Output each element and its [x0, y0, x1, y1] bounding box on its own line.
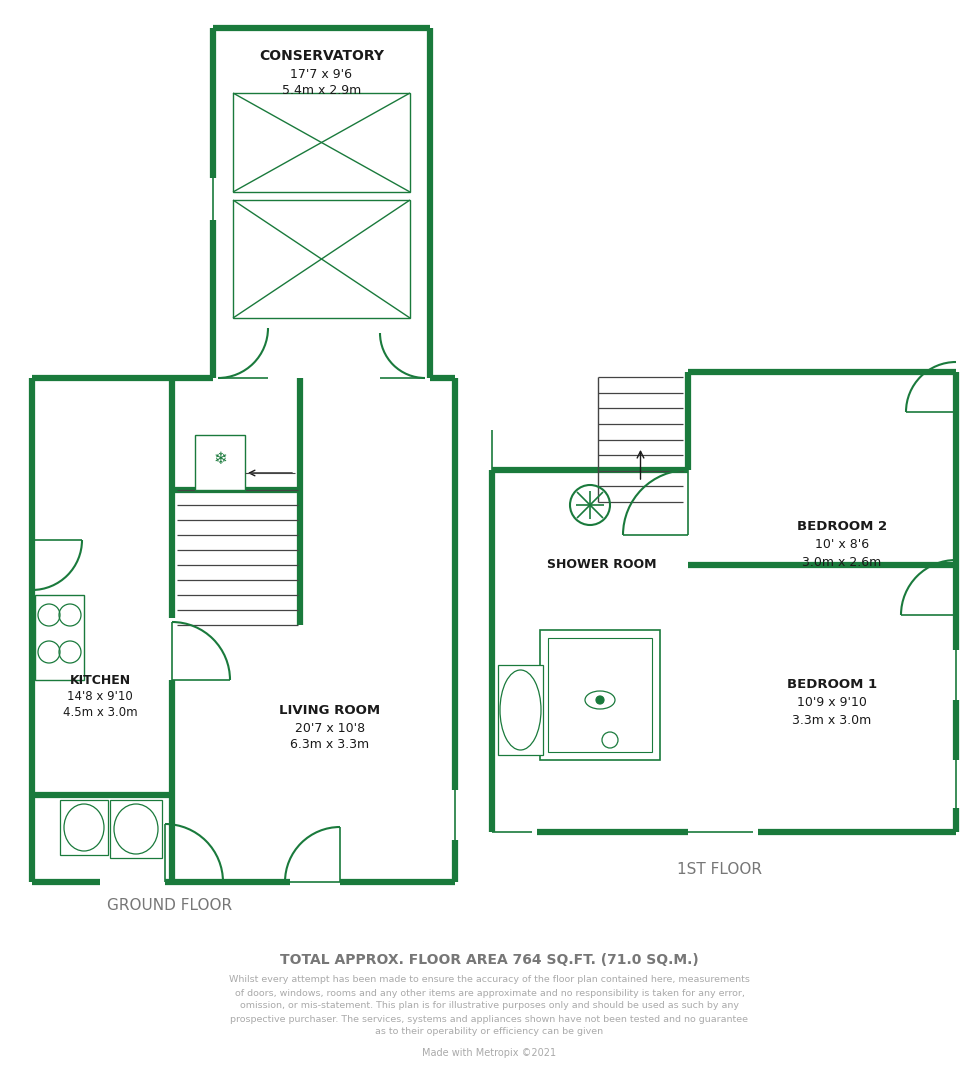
Text: ❄: ❄: [213, 450, 227, 469]
Text: omission, or mis-statement. This plan is for illustrative purposes only and shou: omission, or mis-statement. This plan is…: [240, 1001, 738, 1011]
Text: BEDROOM 1: BEDROOM 1: [786, 678, 876, 691]
Circle shape: [596, 696, 603, 704]
Bar: [60, 800, 108, 855]
Bar: [195, 435, 244, 490]
Bar: [498, 665, 543, 755]
Text: 3.3m x 3.0m: 3.3m x 3.0m: [791, 714, 870, 727]
Text: GROUND FLOOR: GROUND FLOOR: [108, 897, 233, 913]
Text: 6.3m x 3.3m: 6.3m x 3.3m: [290, 739, 369, 752]
Text: 17'7 x 9'6: 17'7 x 9'6: [290, 67, 352, 81]
Text: 10'9 x 9'10: 10'9 x 9'10: [796, 697, 867, 710]
Text: 3.0m x 2.6m: 3.0m x 2.6m: [802, 555, 881, 568]
Text: LIVING ROOM: LIVING ROOM: [279, 703, 380, 716]
Text: 14'8 x 9'10: 14'8 x 9'10: [67, 690, 133, 703]
Text: prospective purchaser. The services, systems and appliances shown have not been : prospective purchaser. The services, sys…: [230, 1014, 748, 1024]
Text: BEDROOM 2: BEDROOM 2: [796, 521, 886, 534]
Text: 10' x 8'6: 10' x 8'6: [814, 539, 868, 552]
Text: as to their operability or efficiency can be given: as to their operability or efficiency ca…: [375, 1027, 603, 1037]
Bar: [233, 200, 410, 318]
Text: 4.5m x 3.0m: 4.5m x 3.0m: [63, 706, 137, 719]
Bar: [233, 93, 410, 192]
Text: TOTAL APPROX. FLOOR AREA 764 SQ.FT. (71.0 SQ.M.): TOTAL APPROX. FLOOR AREA 764 SQ.FT. (71.…: [280, 953, 698, 967]
Text: 5.4m x 2.9m: 5.4m x 2.9m: [282, 84, 361, 97]
Text: Made with Metropix ©2021: Made with Metropix ©2021: [422, 1048, 556, 1058]
Text: SHOWER ROOM: SHOWER ROOM: [547, 558, 656, 571]
Bar: [35, 595, 84, 680]
Text: of doors, windows, rooms and any other items are approximate and no responsibili: of doors, windows, rooms and any other i…: [235, 988, 743, 998]
Bar: [548, 638, 651, 752]
Text: Whilst every attempt has been made to ensure the accuracy of the floor plan cont: Whilst every attempt has been made to en…: [229, 975, 749, 985]
Bar: [540, 630, 659, 760]
Text: 20'7 x 10'8: 20'7 x 10'8: [294, 721, 365, 734]
Text: CONSERVATORY: CONSERVATORY: [259, 49, 383, 63]
Bar: [110, 800, 161, 858]
Text: 1ST FLOOR: 1ST FLOOR: [677, 863, 762, 877]
Text: KITCHEN: KITCHEN: [69, 674, 130, 687]
